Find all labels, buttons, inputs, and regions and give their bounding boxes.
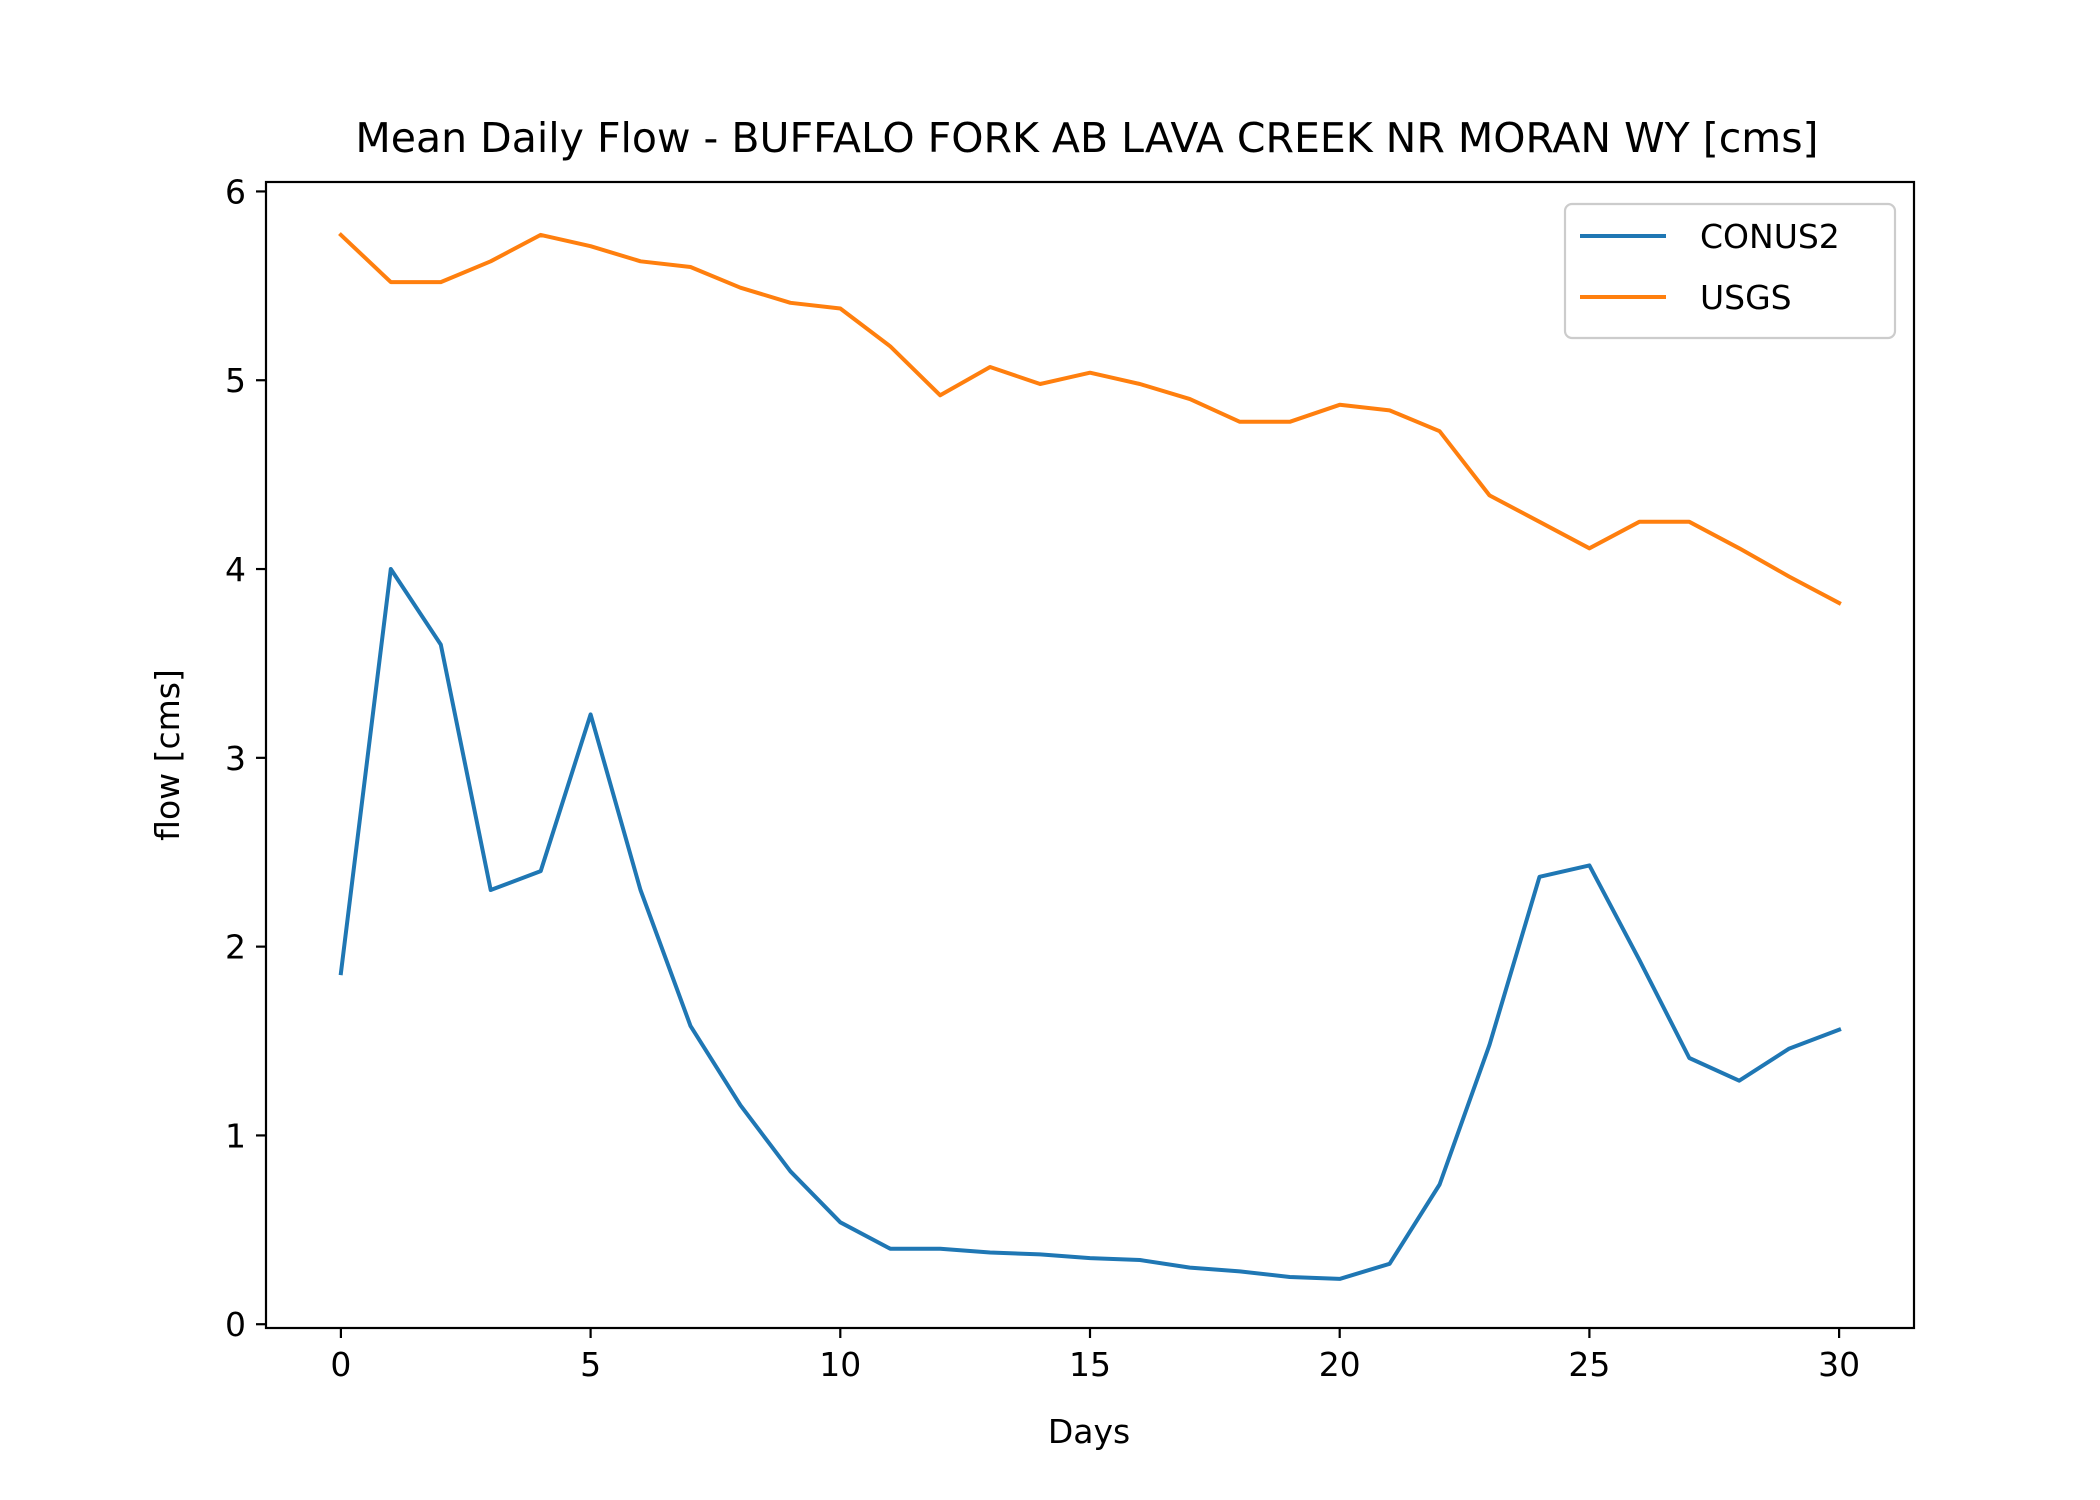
x-tick-label: 5 — [580, 1345, 601, 1384]
y-tick-label: 6 — [225, 172, 246, 211]
x-tick-label: 25 — [1568, 1345, 1610, 1384]
y-tick-label: 1 — [225, 1116, 246, 1155]
plot-frame — [264, 180, 1916, 1330]
y-tick-label: 0 — [225, 1305, 246, 1344]
legend-label-usgs: USGS — [1700, 278, 1792, 317]
y-axis: 0 1 2 3 4 5 6 — [225, 172, 266, 1344]
chart-title: Mean Daily Flow - BUFFALO FORK AB LAVA C… — [355, 114, 1818, 162]
x-tick-label: 15 — [1069, 1345, 1111, 1384]
legend: CONUS2 USGS — [1563, 202, 1897, 340]
y-axis-label: flow [cms] — [148, 669, 187, 841]
x-tick-label: 10 — [819, 1345, 861, 1384]
x-axis-label: Days — [1048, 1412, 1130, 1451]
y-tick-label: 3 — [225, 739, 246, 778]
plot-area: 0 5 10 15 20 25 30 0 1 2 3 4 5 6 — [225, 172, 1916, 1384]
y-tick-label: 2 — [225, 928, 246, 967]
series-line-usgs — [338, 232, 1842, 606]
series-lines — [338, 232, 1842, 1281]
legend-label-conus2: CONUS2 — [1700, 217, 1840, 256]
x-axis: 0 5 10 15 20 25 30 — [330, 1328, 1860, 1384]
x-tick-label: 30 — [1818, 1345, 1860, 1384]
x-tick-label: 0 — [330, 1345, 351, 1384]
y-tick-label: 4 — [225, 550, 246, 589]
series-line-conus2 — [338, 567, 1842, 1281]
x-tick-label: 20 — [1319, 1345, 1361, 1384]
plot-background — [266, 182, 1914, 1328]
y-tick-label: 5 — [225, 361, 246, 400]
